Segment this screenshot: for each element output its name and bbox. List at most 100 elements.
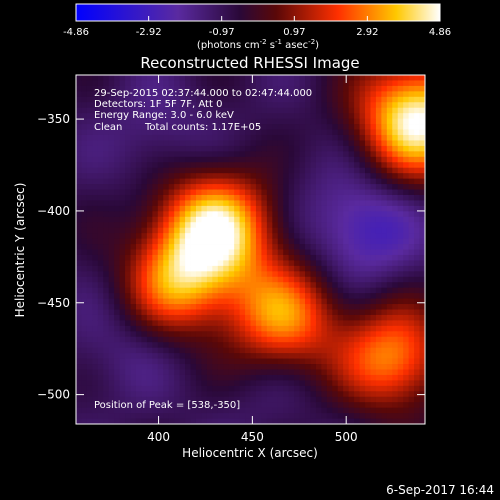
heatmap-cell	[141, 418, 148, 424]
heatmap-cell	[185, 293, 191, 299]
heatmap-cell	[266, 265, 273, 272]
heatmap-cell	[135, 336, 142, 343]
heatmap-cell	[337, 140, 344, 147]
heatmap-cell	[359, 249, 366, 256]
heatmap-cell	[392, 265, 399, 272]
heatmap-cell	[206, 342, 213, 349]
heatmap-cell	[223, 358, 230, 365]
heatmap-cell	[294, 173, 300, 180]
heatmap-cell	[408, 178, 415, 185]
heatmap-cell	[403, 385, 410, 392]
heatmap-cell	[255, 178, 262, 185]
heatmap-cell	[255, 336, 262, 343]
heatmap-cell	[321, 96, 328, 103]
heatmap-cell	[152, 140, 159, 147]
heatmap-cell	[343, 244, 350, 250]
heatmap-cell	[343, 402, 350, 409]
heatmap-cell	[408, 227, 415, 234]
heatmap-cell	[315, 75, 322, 81]
heatmap-cell	[228, 91, 235, 98]
heatmap-cell	[310, 118, 317, 125]
heatmap-cell	[212, 145, 219, 152]
heatmap-cell	[266, 304, 273, 310]
heatmap-cell	[157, 298, 164, 305]
heatmap-cell	[337, 238, 344, 245]
heatmap-cell	[255, 227, 262, 234]
heatmap-cell	[343, 331, 350, 338]
heatmap-cell	[135, 178, 142, 185]
heatmap-cell	[76, 293, 82, 299]
heatmap-cell	[354, 173, 360, 180]
heatmap-cell	[277, 320, 284, 327]
heatmap-cell	[277, 342, 284, 349]
heatmap-cell	[348, 96, 355, 103]
heatmap-cell	[277, 194, 284, 201]
heatmap-cell	[185, 140, 191, 147]
heatmap-cell	[403, 113, 410, 120]
heatmap-cell	[201, 129, 208, 136]
heatmap-cell	[228, 173, 235, 180]
heatmap-cell	[375, 298, 382, 305]
heatmap-cell	[337, 113, 344, 120]
heatmap-cell	[354, 200, 360, 207]
heatmap-cell	[375, 124, 382, 130]
heatmap-cell	[168, 336, 175, 343]
heatmap-cell	[168, 413, 175, 419]
heatmap-cell	[365, 364, 371, 370]
heatmap-cell	[326, 402, 333, 409]
heatmap-cell	[321, 227, 328, 234]
heatmap-cell	[125, 353, 131, 359]
heatmap-cell	[179, 140, 186, 147]
heatmap-cell	[375, 184, 382, 190]
heatmap-cell	[272, 358, 279, 365]
heatmap-cell	[223, 227, 230, 234]
heatmap-cell	[294, 298, 300, 305]
heatmap-cell	[234, 178, 240, 185]
heatmap-cell	[277, 145, 284, 152]
heatmap-cell	[114, 129, 121, 136]
heatmap-cell	[299, 413, 306, 419]
heatmap-cell	[185, 325, 191, 332]
heatmap-cell	[174, 413, 181, 419]
heatmap-cell	[381, 216, 388, 223]
heatmap-cell	[119, 194, 126, 201]
heatmap-cell	[195, 249, 202, 256]
heatmap-cell	[135, 331, 142, 338]
heatmap-cell	[250, 91, 257, 98]
heatmap-cell	[135, 265, 142, 272]
heatmap-cell	[108, 342, 115, 349]
heatmap-cell	[315, 336, 322, 343]
heatmap-cell	[365, 396, 371, 403]
heatmap-cell	[315, 369, 322, 376]
heatmap-cell	[321, 211, 328, 218]
heatmap-cell	[332, 353, 339, 359]
heatmap-cell	[419, 385, 425, 392]
heatmap-cell	[206, 80, 213, 87]
heatmap-cell	[76, 385, 82, 392]
heatmap-cell	[403, 85, 410, 92]
heatmap-cell	[81, 336, 88, 343]
heatmap-cell	[195, 102, 202, 109]
heatmap-cell	[326, 102, 333, 109]
heatmap-cell	[365, 80, 371, 87]
heatmap-cell	[174, 282, 181, 289]
heatmap-cell	[397, 249, 404, 256]
heatmap-cell	[272, 374, 279, 381]
heatmap-cell	[86, 233, 93, 239]
heatmap-cell	[103, 75, 110, 81]
heatmap-cell	[135, 374, 142, 381]
heatmap-cell	[299, 118, 306, 125]
heatmap-cell	[419, 358, 425, 365]
heatmap-cell	[108, 222, 115, 229]
heatmap-cell	[403, 249, 410, 256]
heatmap-cell	[305, 194, 311, 201]
heatmap-cell	[141, 293, 148, 299]
heatmap-cell	[315, 331, 322, 338]
heatmap-cell	[337, 96, 344, 103]
heatmap-cell	[141, 331, 148, 338]
heatmap-cell	[228, 336, 235, 343]
heatmap-cell	[239, 314, 246, 321]
heatmap-cell	[119, 325, 126, 332]
heatmap-cell	[168, 85, 175, 92]
heatmap-cell	[414, 113, 420, 120]
